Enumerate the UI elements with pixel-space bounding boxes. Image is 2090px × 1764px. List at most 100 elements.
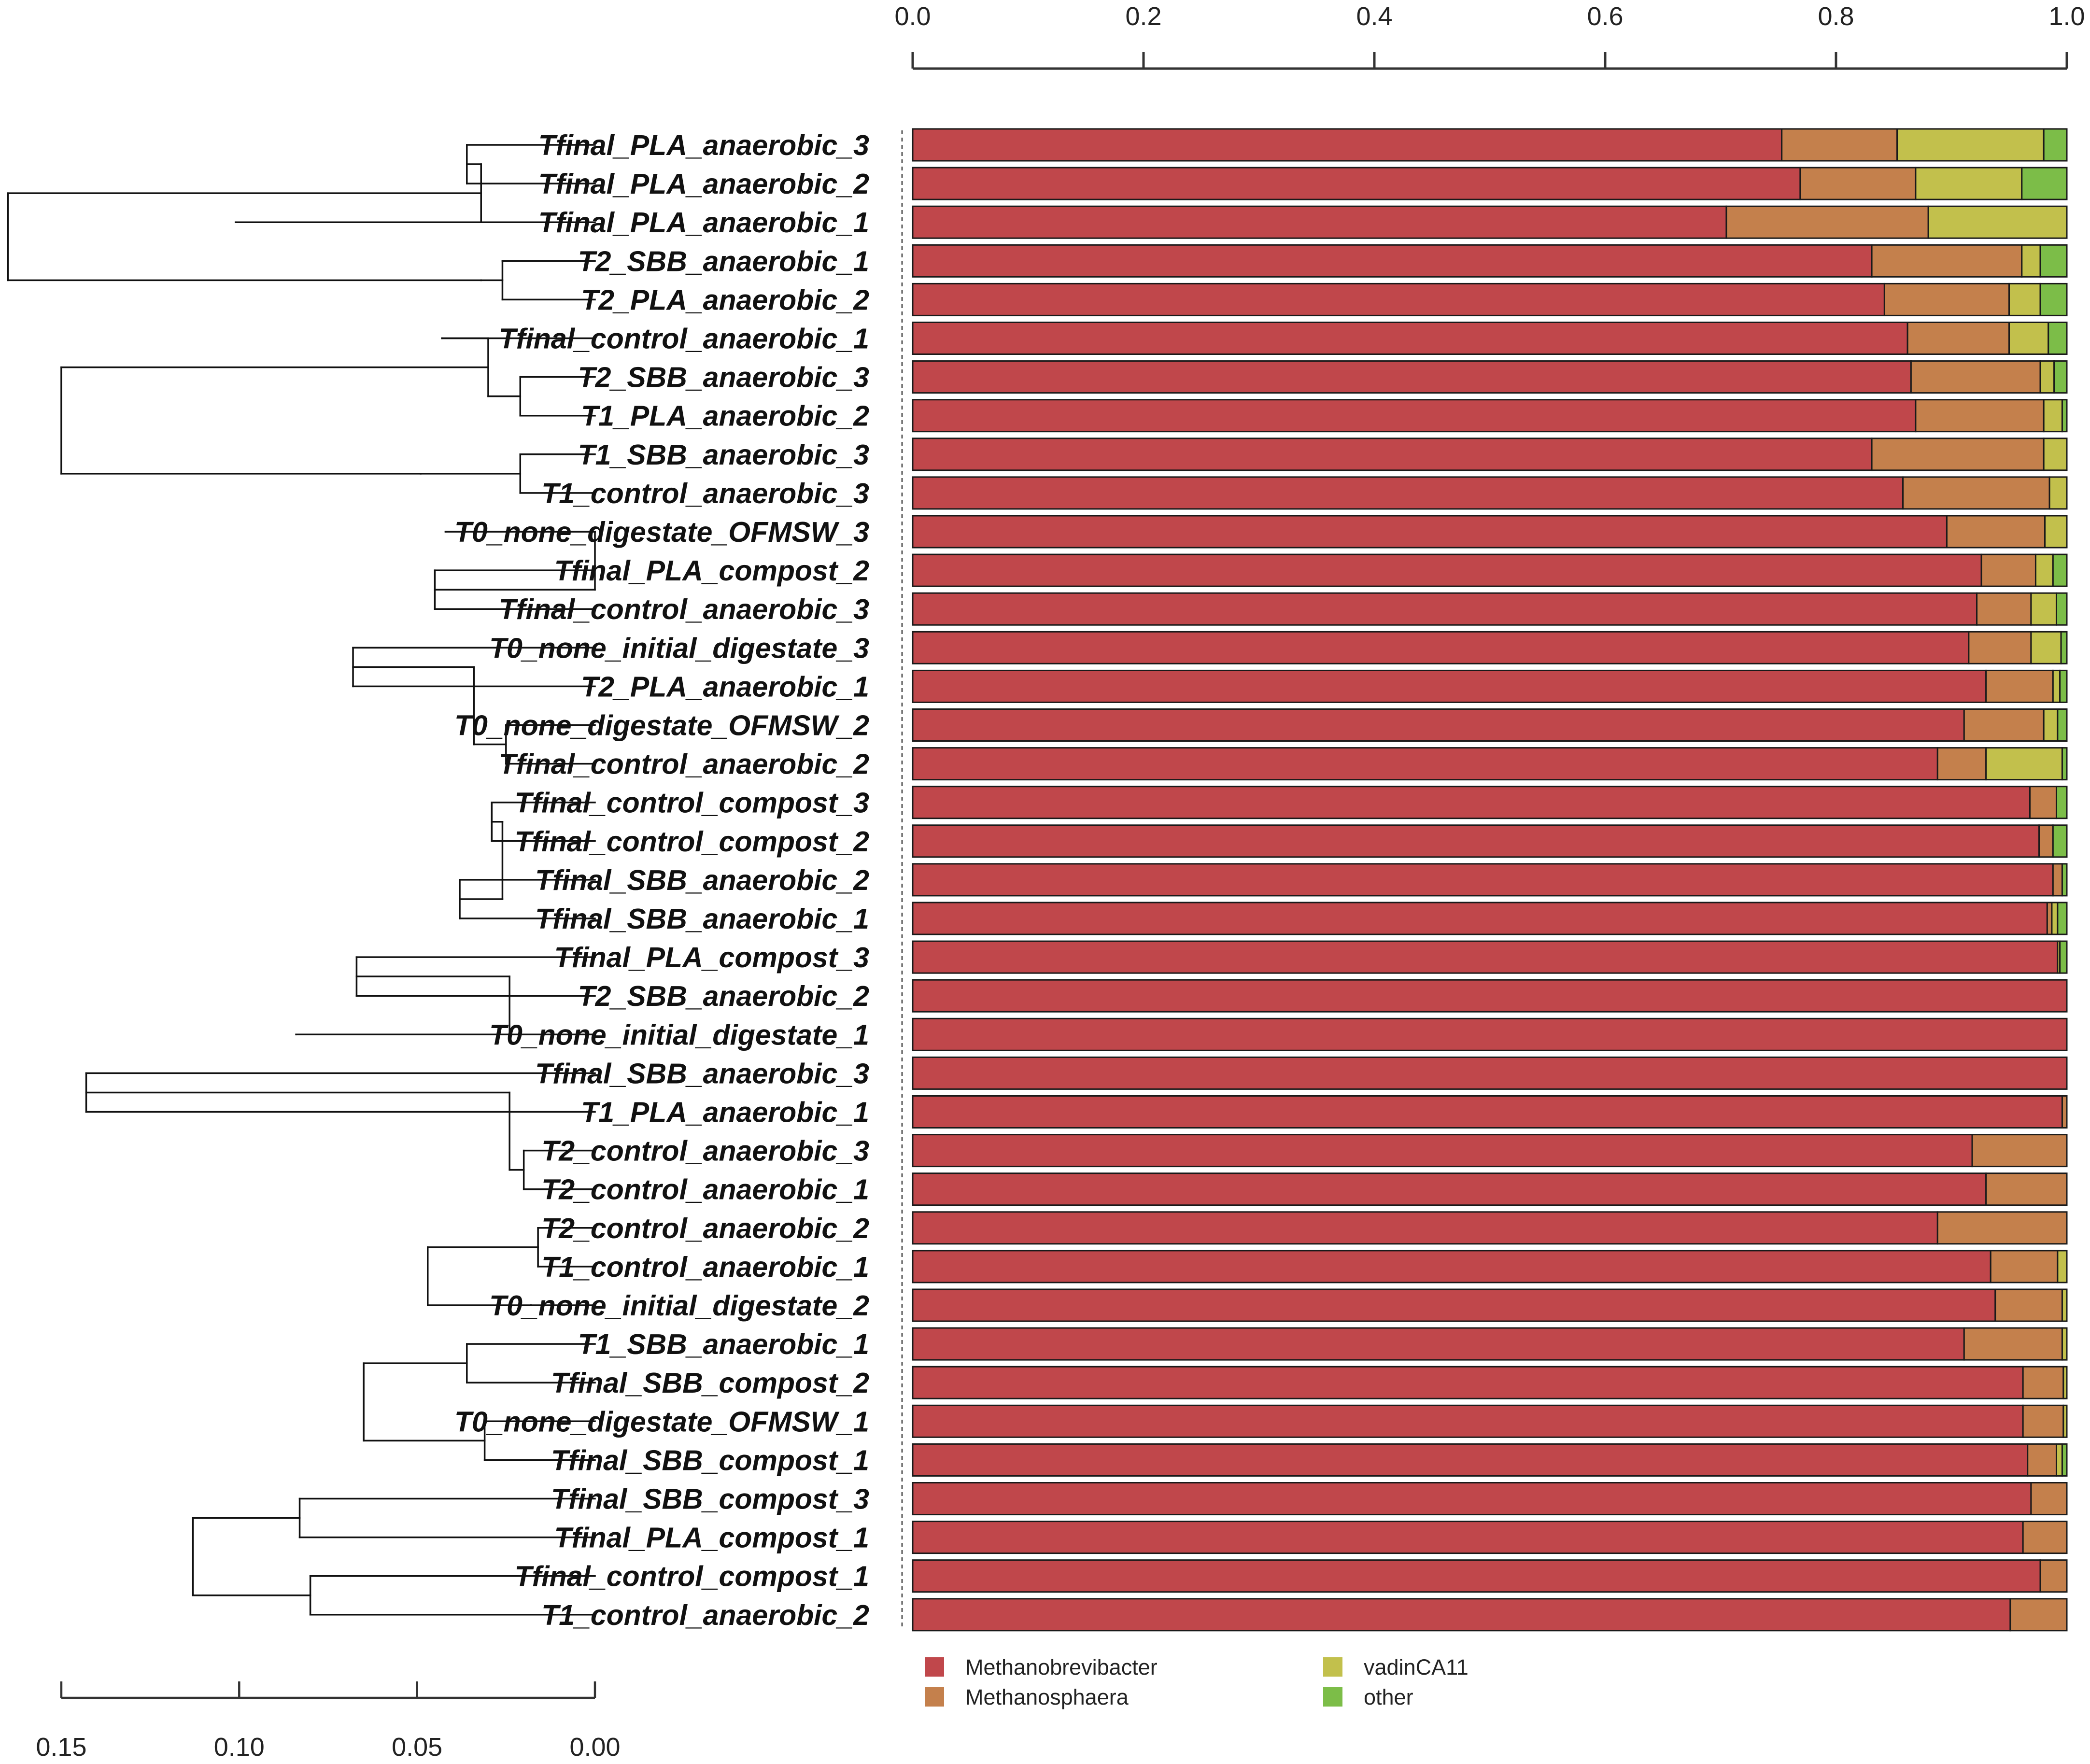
bar-segment-other bbox=[2061, 1443, 2068, 1477]
bar-segment-methanosphaera bbox=[1915, 399, 2045, 433]
bar-segment-methanobrevibacter bbox=[912, 1521, 2024, 1554]
top-axis: 0.0 0.2 0.4 0.6 0.8 1.0 bbox=[894, 2, 2085, 70]
bar-segment-methanobrevibacter bbox=[912, 205, 1727, 239]
dendrogram-axis-tick-label: 0.05 bbox=[392, 1733, 442, 1762]
sample-label: T1_control_anaerobic_3 bbox=[541, 478, 869, 509]
sample-label: T2_control_anaerobic_2 bbox=[541, 1213, 869, 1244]
bar-row bbox=[912, 322, 2068, 355]
bar-segment-other bbox=[2053, 360, 2068, 394]
bar-segment-other bbox=[2048, 322, 2068, 355]
sample-label: T1_PLA_anaerobic_2 bbox=[581, 400, 869, 432]
bar-segment-vadinca11 bbox=[2043, 437, 2068, 471]
dendrogram-axis-tick-label: 0.15 bbox=[36, 1733, 86, 1762]
bar-segment-methanobrevibacter bbox=[912, 399, 1917, 433]
bar-segment-vadinca11 bbox=[2008, 322, 2049, 355]
bar-segment-vadinca11 bbox=[2055, 1443, 2063, 1477]
bar-segment-methanobrevibacter bbox=[912, 1056, 2068, 1090]
bar-row bbox=[912, 863, 2068, 897]
legend: Methanobrevibacter Methanosphaera vadinCA1… bbox=[925, 1655, 1469, 1709]
bar-segment-methanobrevibacter bbox=[912, 1172, 1987, 1206]
bar-row bbox=[912, 824, 2068, 858]
bar-segment-other bbox=[2060, 631, 2068, 664]
bar-segment-methanobrevibacter bbox=[912, 1250, 1991, 1284]
bar-segment-vadinca11 bbox=[2051, 902, 2059, 935]
bar-segment-methanosphaera bbox=[2039, 1559, 2068, 1593]
bar-segment-vadinca11 bbox=[2030, 631, 2062, 664]
bar-row bbox=[912, 1482, 2068, 1515]
bar-segment-methanosphaera bbox=[1976, 592, 2032, 626]
sample-label: T0_none_digestate_OFMSW_2 bbox=[454, 710, 869, 742]
bar-row bbox=[912, 1598, 2068, 1632]
bar-row bbox=[912, 708, 2068, 742]
bar-segment-methanobrevibacter bbox=[912, 1327, 1965, 1361]
bar-segment-methanobrevibacter bbox=[912, 1288, 1996, 1322]
legend-label: Methanobrevibacter bbox=[965, 1655, 1158, 1679]
bar-row bbox=[912, 437, 2068, 471]
bar-segment-vadinca11 bbox=[2030, 592, 2057, 626]
top-axis-tick-label: 0.4 bbox=[1356, 2, 1392, 31]
sample-label: Tfinal_SBB_compost_1 bbox=[551, 1444, 869, 1476]
sample-label: T1_control_anaerobic_2 bbox=[541, 1599, 869, 1631]
bar-segment-methanosphaera bbox=[2061, 1095, 2068, 1129]
bar-row bbox=[912, 515, 2068, 549]
top-axis-tick-label: 1.0 bbox=[2048, 2, 2085, 31]
sample-label: Tfinal_control_anaerobic_1 bbox=[499, 323, 869, 355]
bar-segment-methanosphaera bbox=[1946, 515, 2046, 549]
bar-segment-methanobrevibacter bbox=[912, 360, 1912, 394]
sample-label: T0_none_initial_digestate_3 bbox=[489, 632, 869, 664]
stacked-bars bbox=[912, 128, 2068, 1632]
sample-label: Tfinal_PLA_anaerobic_3 bbox=[538, 129, 869, 161]
bar-segment-methanosphaera bbox=[1906, 322, 2010, 355]
bar-segment-methanosphaera bbox=[1902, 476, 2050, 510]
bar-segment-vadinca11 bbox=[2044, 515, 2068, 549]
bar-segment-methanosphaera bbox=[1871, 437, 2045, 471]
bar-segment-vadinca11 bbox=[1927, 205, 2068, 239]
bar-segment-methanobrevibacter bbox=[912, 1211, 1938, 1245]
sample-label: Tfinal_control_compost_1 bbox=[515, 1561, 869, 1593]
legend-label: vadinCA11 bbox=[1364, 1655, 1469, 1679]
bar-segment-vadinca11 bbox=[2061, 1327, 2068, 1361]
bar-segment-vadinca11 bbox=[1896, 128, 2045, 162]
bar-segment-other bbox=[2061, 863, 2068, 897]
legend-swatch bbox=[925, 1687, 944, 1707]
legend-item-other: other bbox=[1323, 1685, 1413, 1709]
bar-segment-vadinca11 bbox=[2043, 708, 2059, 742]
bar-segment-other bbox=[2061, 747, 2068, 781]
bar-segment-methanobrevibacter bbox=[912, 708, 1965, 742]
sample-labels: Tfinal_PLA_anaerobic_3 Tfinal_PLA_anaerob… bbox=[454, 129, 903, 1631]
bar-row bbox=[912, 1134, 2068, 1168]
bar-segment-vadinca11 bbox=[1915, 167, 2023, 200]
bar-segment-methanosphaera bbox=[1936, 1211, 2068, 1245]
sample-label: Tfinal_control_anaerobic_2 bbox=[499, 748, 869, 780]
bar-segment-other bbox=[2052, 553, 2068, 587]
bar-segment-vadinca11 bbox=[2039, 360, 2055, 394]
bar-segment-other bbox=[2043, 128, 2068, 162]
bar-segment-methanobrevibacter bbox=[912, 322, 1908, 355]
bar-segment-vadinca11 bbox=[2062, 1404, 2068, 1438]
bar-segment-methanosphaera bbox=[2022, 1404, 2064, 1438]
bar-segment-other bbox=[2021, 167, 2068, 200]
legend-swatch bbox=[1323, 1687, 1342, 1707]
top-axis-tick-label: 0.8 bbox=[1818, 2, 1854, 31]
bar-segment-methanosphaera bbox=[1781, 128, 1898, 162]
bar-row bbox=[912, 902, 2068, 935]
bar-segment-methanobrevibacter bbox=[912, 1482, 2032, 1515]
bar-segment-methanobrevibacter bbox=[912, 631, 1970, 664]
bar-segment-vadinca11 bbox=[1985, 747, 2063, 781]
bar-row bbox=[912, 1017, 2068, 1051]
bar-row bbox=[912, 1443, 2068, 1477]
bar-segment-other bbox=[2039, 244, 2068, 278]
bar-segment-methanobrevibacter bbox=[912, 1598, 2011, 1632]
bar-segment-methanobrevibacter bbox=[912, 1017, 2068, 1051]
legend-item-methanobrevibacter: Methanobrevibacter bbox=[925, 1655, 1158, 1679]
bar-segment-vadinca11 bbox=[2057, 1250, 2068, 1284]
sample-label: Tfinal_SBB_compost_2 bbox=[551, 1367, 869, 1399]
bar-row bbox=[912, 244, 2068, 278]
sample-label: T1_SBB_anaerobic_1 bbox=[578, 1328, 869, 1360]
bar-segment-vadinca11 bbox=[2062, 1366, 2068, 1399]
bar-segment-methanobrevibacter bbox=[912, 437, 1873, 471]
bar-segment-other bbox=[2052, 824, 2068, 858]
bar-segment-methanobrevibacter bbox=[912, 940, 2059, 974]
